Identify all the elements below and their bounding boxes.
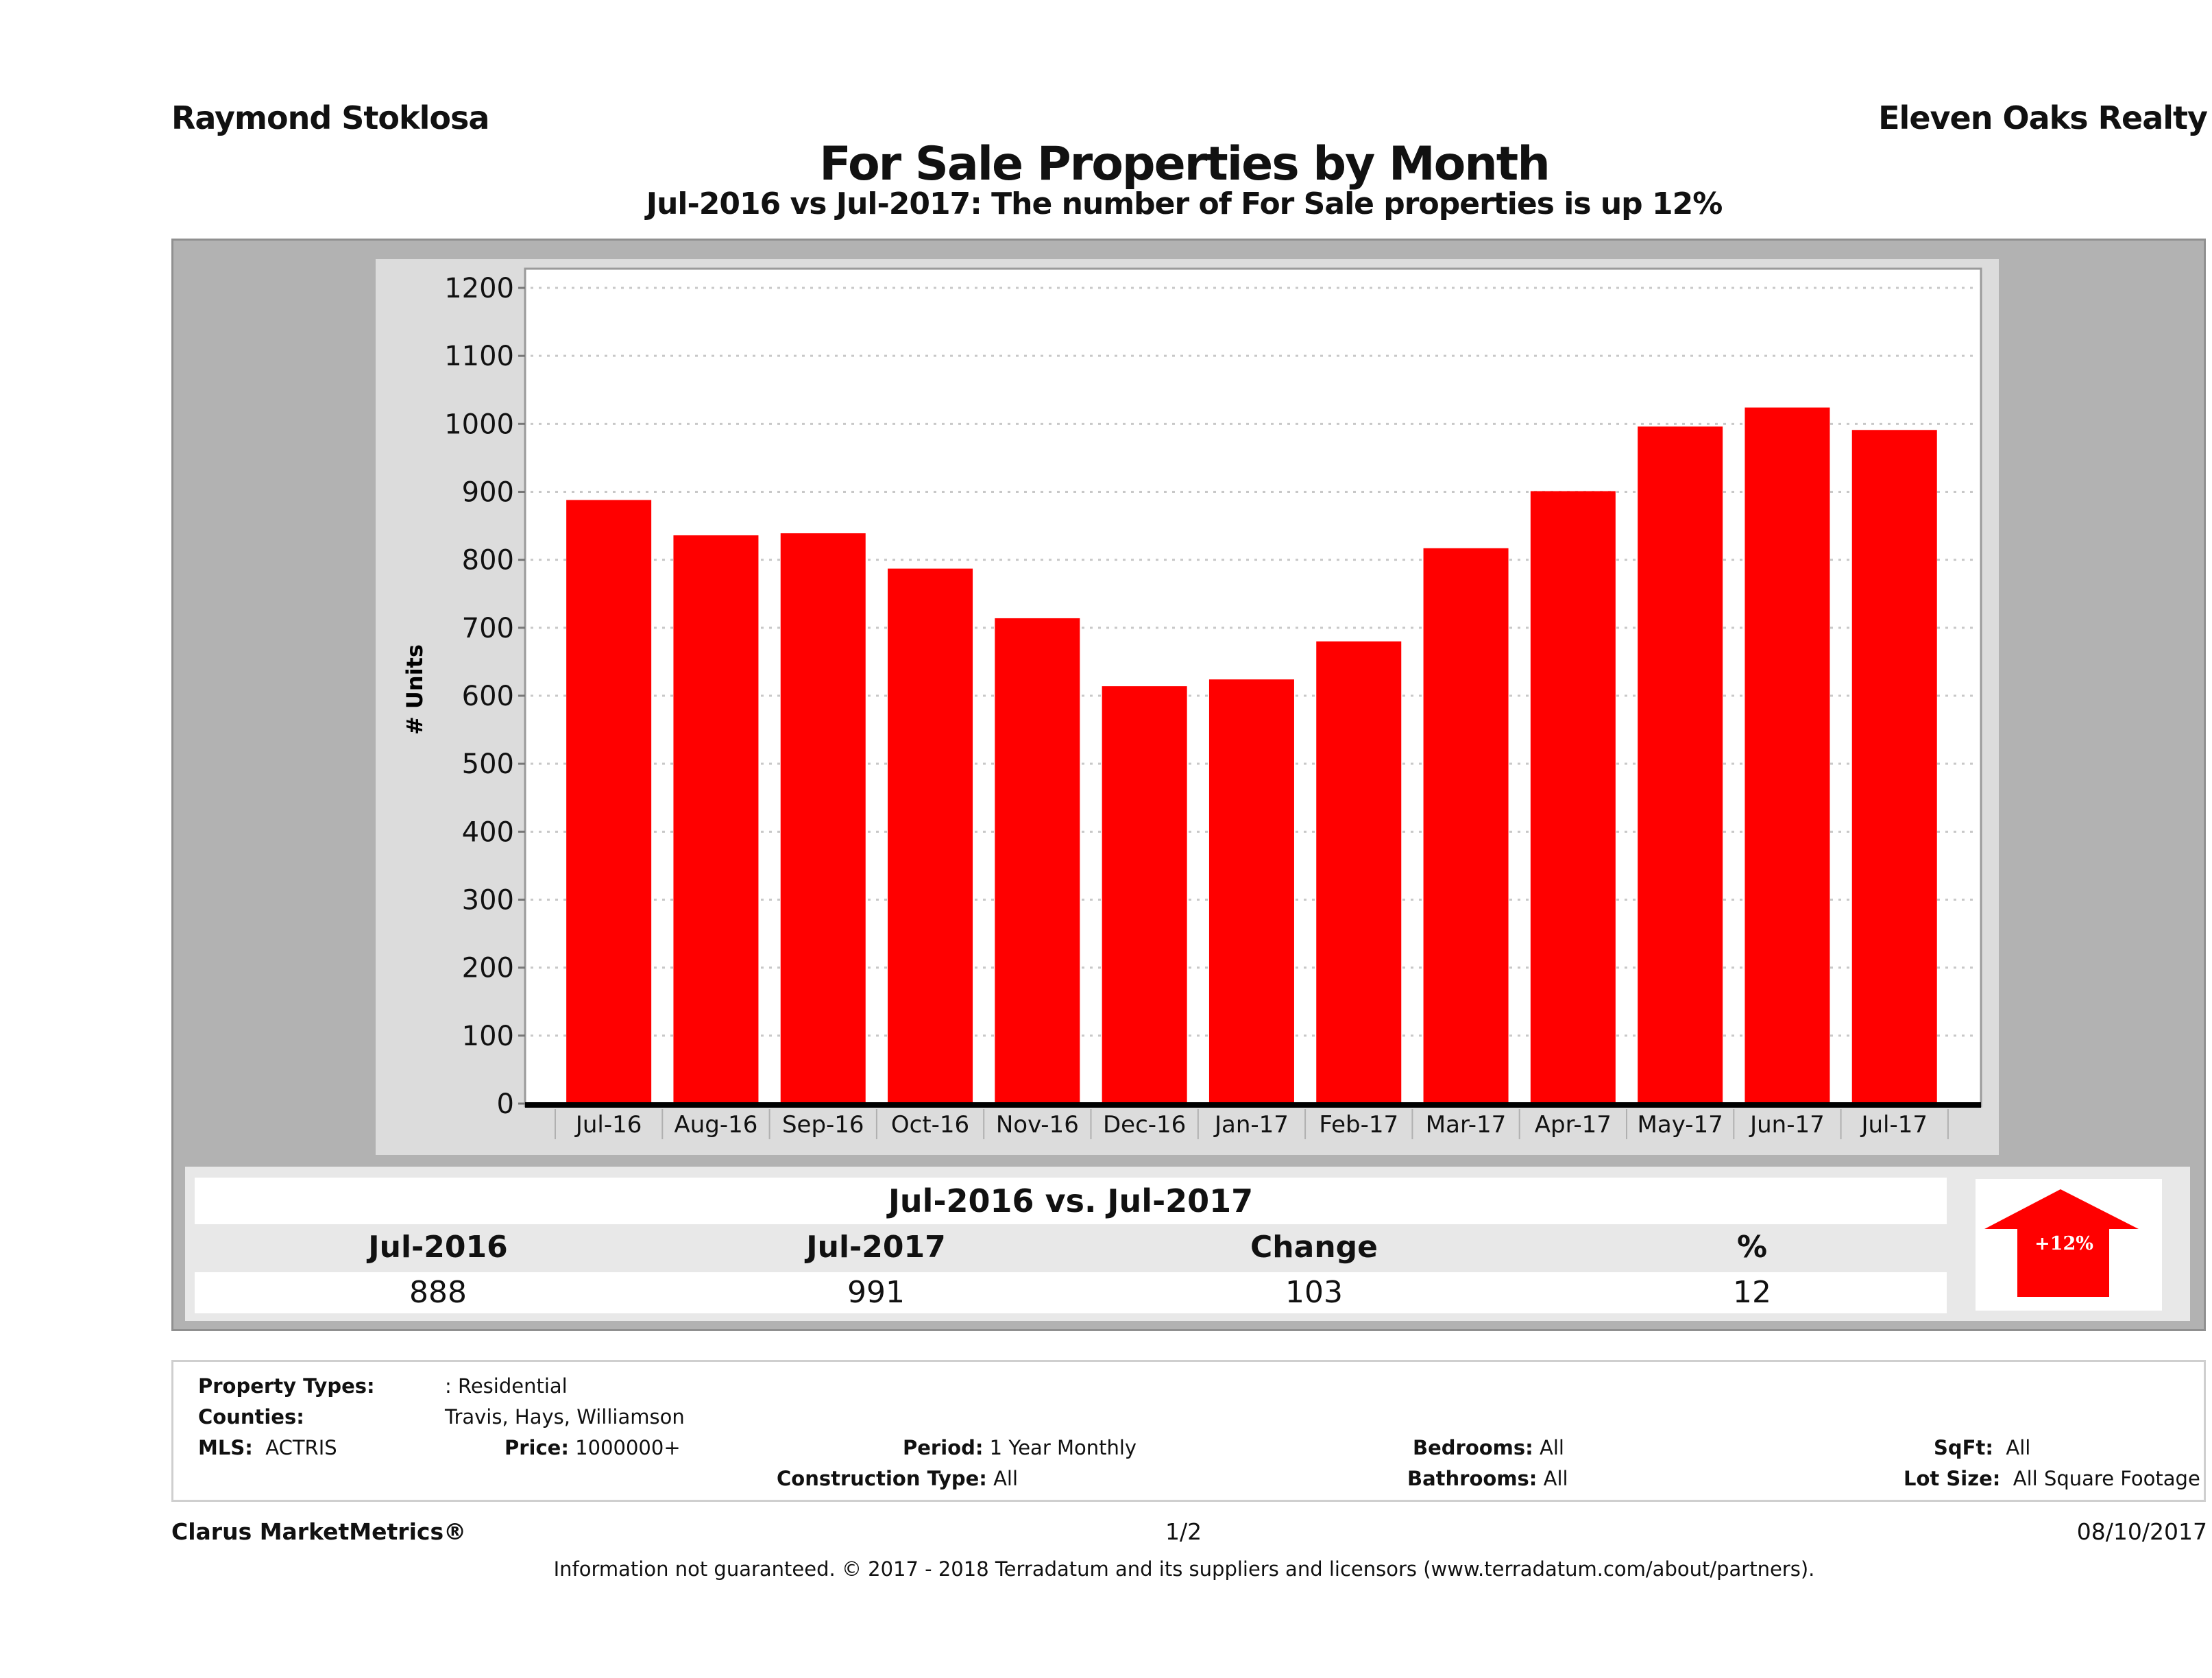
summary-header-cell: Change	[1250, 1230, 1378, 1265]
y-tick-label: 800	[462, 545, 514, 576]
y-tick-label: 1200	[444, 273, 514, 304]
y-tick-label: 0	[497, 1089, 514, 1120]
bedrooms-field: Bedrooms: All	[1413, 1436, 1564, 1459]
x-tick-label: Mar-17	[1426, 1111, 1507, 1139]
period-field: Period: 1 Year Monthly	[903, 1436, 1137, 1459]
x-tick-label: Oct-16	[891, 1111, 969, 1139]
change-badge-text: +12%	[2034, 1233, 2093, 1254]
brand-label: Clarus MarketMetrics®	[171, 1518, 467, 1545]
agent-name: Raymond Stoklosa	[171, 99, 489, 136]
x-tick-label: Jul-17	[1860, 1111, 1928, 1139]
x-tick-label: May-17	[1638, 1111, 1723, 1139]
x-tick-label: Jun-17	[1749, 1111, 1825, 1139]
bar	[888, 568, 973, 1104]
bars	[566, 407, 1937, 1104]
summary-value-cell: 991	[847, 1275, 905, 1310]
summary-value-row: 888 991 103 12	[195, 1272, 1947, 1313]
summary-value-cell: 12	[1733, 1275, 1771, 1310]
lot-size-field: Lot Size: All Square Footage	[1904, 1467, 2200, 1490]
construction-type-field: Construction Type: All	[777, 1467, 1019, 1490]
y-axis-ticks: 0 100 200 300 400 500 600 700 800 900 1000 1100 1200	[444, 273, 525, 1120]
change-badge: +12%	[1976, 1179, 2162, 1311]
disclaimer: Information not guaranteed. © 2017 - 201…	[553, 1557, 1815, 1581]
bar-chart: 0 100 200 300 400 500 600 700 800 900 1000 1100 1200…	[402, 267, 1982, 1139]
summary-header-row: Jul-2016 Jul-2017 Change %	[195, 1224, 1947, 1271]
report-date: 08/10/2017	[2076, 1518, 2207, 1545]
summary-value-cell: 888	[409, 1275, 467, 1310]
x-tick-label: Jul-16	[574, 1111, 642, 1139]
summary-header-cell: Jul-2016	[368, 1230, 508, 1265]
company-name: Eleven Oaks Realty	[1878, 99, 2208, 136]
price-field: Price: 1000000+	[505, 1436, 681, 1459]
bar	[1102, 686, 1187, 1104]
x-tick-label: Nov-16	[996, 1111, 1079, 1139]
x-axis-ticks: Jul-16 Aug-16 Sep-16 Oct-16 Nov-16 Dec-16 Jan-…	[555, 1109, 1949, 1139]
bathrooms-field: Bathrooms: All	[1407, 1467, 1568, 1490]
y-axis-label: # Units	[402, 644, 428, 735]
bar	[995, 618, 1080, 1104]
filter-info-box: Property Types: : Residential Counties: …	[171, 1360, 2206, 1502]
property-types-label: Property Types:	[198, 1374, 375, 1398]
bar	[1851, 430, 1937, 1104]
y-tick-label: 300	[462, 885, 514, 916]
x-tick-label: Feb-17	[1319, 1111, 1398, 1139]
bar	[1423, 548, 1509, 1104]
bar	[1638, 426, 1723, 1104]
bar	[1208, 679, 1294, 1104]
counties-label: Counties:	[198, 1405, 304, 1428]
x-tick-label: Sep-16	[782, 1111, 864, 1139]
bar	[1530, 491, 1616, 1104]
y-tick-label: 1000	[444, 409, 514, 440]
summary-header-cell: Jul-2017	[806, 1230, 946, 1265]
up-arrow-icon: +12%	[1984, 1189, 2139, 1297]
property-types-value: : Residential	[445, 1374, 568, 1398]
y-tick-label: 600	[462, 681, 514, 712]
bar	[566, 500, 652, 1104]
bar	[780, 533, 866, 1104]
x-tick-label: Apr-17	[1535, 1111, 1612, 1139]
mls-field: MLS: ACTRIS	[198, 1436, 337, 1459]
x-tick-label: Aug-16	[674, 1111, 757, 1139]
y-tick-label: 1100	[444, 341, 514, 372]
bar	[1316, 641, 1402, 1104]
page-number: 1/2	[1165, 1518, 1202, 1545]
y-tick-label: 200	[462, 953, 514, 984]
y-tick-label: 500	[462, 749, 514, 780]
y-tick-label: 700	[462, 613, 514, 644]
y-tick-label: 400	[462, 816, 514, 848]
sqft-field: SqFt: All	[1934, 1436, 2031, 1459]
bar	[1745, 407, 1830, 1104]
y-tick-label: 100	[462, 1021, 514, 1052]
counties-value: Travis, Hays, Williamson	[445, 1405, 685, 1428]
summary-title: Jul-2016 vs. Jul-2017	[195, 1178, 1947, 1224]
bar	[673, 535, 759, 1104]
x-tick-label: Jan-17	[1213, 1111, 1289, 1139]
x-tick-label: Dec-16	[1103, 1111, 1186, 1139]
summary-value-cell: 103	[1285, 1275, 1343, 1310]
chart-subtitle: Jul-2016 vs Jul-2017: The number of For …	[646, 186, 1723, 221]
y-tick-label: 900	[462, 477, 514, 509]
chart-title: For Sale Properties by Month	[819, 137, 1550, 191]
summary-header-cell: %	[1736, 1230, 1768, 1265]
